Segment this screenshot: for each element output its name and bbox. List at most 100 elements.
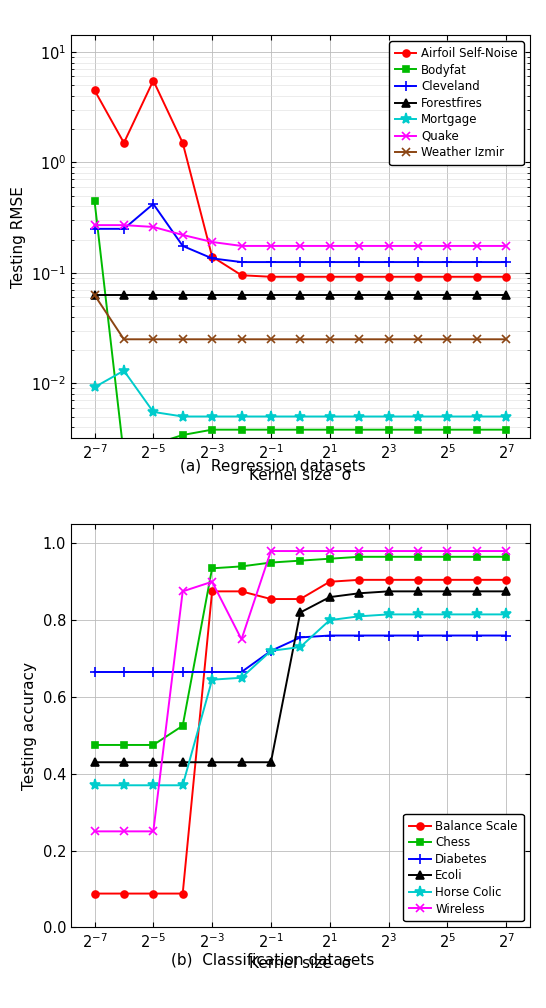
Cleveland [180,240,186,252]
Airfoil Self-Noise [180,137,186,149]
Diabetes [414,629,421,641]
Weather Izmir [444,334,450,346]
Wireless [238,633,245,645]
Quake [180,229,186,241]
Diabetes [385,629,392,641]
Text: (a)  Regression datasets: (a) Regression datasets [180,459,366,474]
Mortgage [209,410,215,422]
Horse Colic [121,779,127,791]
Chess [91,739,98,751]
Forestfires [91,289,98,301]
Mortgage [385,410,392,422]
Wireless [91,826,98,838]
Line: Horse Colic: Horse Colic [89,609,512,791]
Weather Izmir [180,334,186,346]
Horse Colic [327,614,333,626]
Balance Scale [121,887,127,899]
Diabetes [444,629,450,641]
Cleveland [503,256,509,268]
Forestfires [150,289,157,301]
Balance Scale [180,887,186,899]
Bodyfat [150,438,157,451]
Weather Izmir [503,334,509,346]
Bodyfat [297,423,304,435]
Cleveland [238,256,245,268]
Quake [238,240,245,252]
Bodyfat [385,423,392,435]
Wireless [121,826,127,838]
Line: Forestfires: Forestfires [90,290,511,299]
Mortgage [91,381,98,393]
Bodyfat [268,423,274,435]
Weather Izmir [473,334,480,346]
Forestfires [238,289,245,301]
Horse Colic [385,609,392,621]
Balance Scale [444,574,450,586]
Horse Colic [209,673,215,685]
Line: Cleveland: Cleveland [90,199,511,267]
Balance Scale [91,887,98,899]
Airfoil Self-Noise [356,271,363,283]
Weather Izmir [209,334,215,346]
Mortgage [356,410,363,422]
Quake [473,240,480,252]
Cleveland [327,256,333,268]
Horse Colic [414,609,421,621]
Cleveland [268,256,274,268]
Horse Colic [473,609,480,621]
Cleveland [121,223,127,235]
Horse Colic [150,779,157,791]
Horse Colic [356,610,363,622]
Quake [121,219,127,231]
Airfoil Self-Noise [473,271,480,283]
Quake [268,240,274,252]
Bodyfat [238,423,245,435]
Mortgage [327,410,333,422]
Horse Colic [91,779,98,791]
Ecoli [121,756,127,768]
Cleveland [473,256,480,268]
Weather Izmir [297,334,304,346]
Ecoli [473,586,480,598]
Weather Izmir [150,334,157,346]
Ecoli [91,756,98,768]
Wireless [209,576,215,588]
Chess [327,552,333,564]
Cleveland [414,256,421,268]
Wireless [327,545,333,557]
Ecoli [414,586,421,598]
Cleveland [385,256,392,268]
Forestfires [121,289,127,301]
Wireless [356,545,363,557]
Bodyfat [91,195,98,207]
Wireless [297,545,304,557]
Ecoli [297,607,304,619]
Line: Quake: Quake [90,221,511,250]
Diabetes [209,666,215,678]
Wireless [385,545,392,557]
Airfoil Self-Noise [503,271,509,283]
Quake [503,240,509,252]
Mortgage [297,410,304,422]
Forestfires [297,289,304,301]
Mortgage [238,410,245,422]
Cleveland [297,256,304,268]
Diabetes [503,629,509,641]
Cleveland [444,256,450,268]
Forestfires [444,289,450,301]
Ecoli [444,586,450,598]
Balance Scale [238,586,245,598]
Quake [444,240,450,252]
Bodyfat [444,423,450,435]
Quake [209,236,215,248]
Airfoil Self-Noise [327,271,333,283]
Bodyfat [503,423,509,435]
Airfoil Self-Noise [444,271,450,283]
Mortgage [503,410,509,422]
Airfoil Self-Noise [385,271,392,283]
Balance Scale [327,576,333,588]
Diabetes [356,629,363,641]
Airfoil Self-Noise [91,84,98,96]
Diabetes [297,631,304,643]
Diabetes [121,666,127,678]
